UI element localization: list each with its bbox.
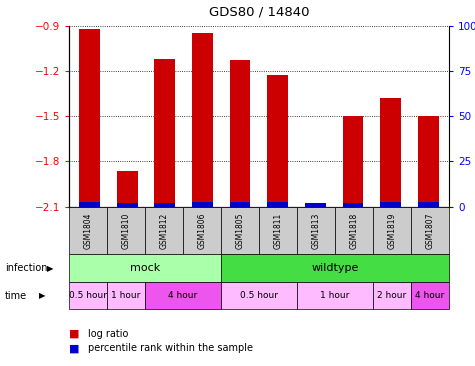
Bar [117,203,138,207]
Bar [380,98,401,207]
Text: GSM1810: GSM1810 [122,212,130,249]
Text: infection: infection [5,263,47,273]
Text: 1 hour: 1 hour [111,291,141,300]
Bar [79,29,100,207]
Bar [230,60,250,207]
Text: GSM1807: GSM1807 [426,212,434,249]
Bar [418,116,438,207]
Text: 4 hour: 4 hour [168,291,198,300]
Bar [192,33,213,207]
Text: 1 hour: 1 hour [320,291,350,300]
Text: ■: ■ [69,329,79,339]
Bar [267,202,288,207]
Bar [154,59,175,207]
Text: GSM1811: GSM1811 [274,212,282,249]
Text: GSM1805: GSM1805 [236,212,244,249]
Text: ▶: ▶ [39,291,46,300]
Text: log ratio: log ratio [88,329,128,339]
Text: GSM1813: GSM1813 [312,212,320,249]
Text: percentile rank within the sample: percentile rank within the sample [88,343,253,353]
Text: time: time [5,291,27,300]
Text: 0.5 hour: 0.5 hour [240,291,278,300]
Bar [192,202,213,207]
Bar [117,171,138,207]
Bar [79,202,100,207]
Text: mock: mock [130,263,160,273]
Text: GSM1819: GSM1819 [388,212,396,249]
Bar [267,75,288,207]
Text: GSM1818: GSM1818 [350,212,358,249]
Bar [380,202,401,207]
Text: ■: ■ [69,343,79,353]
Text: GDS80 / 14840: GDS80 / 14840 [209,5,309,18]
Bar [418,202,438,207]
Text: 4 hour: 4 hour [415,291,445,300]
Text: GSM1804: GSM1804 [84,212,92,249]
Text: wildtype: wildtype [311,263,359,273]
Bar [230,202,250,207]
Bar [305,203,326,207]
Bar [342,203,363,207]
Bar [154,203,175,207]
Text: ▶: ▶ [47,264,53,273]
Text: GSM1806: GSM1806 [198,212,206,249]
Text: 2 hour: 2 hour [377,291,407,300]
Bar [342,116,363,207]
Text: 0.5 hour: 0.5 hour [69,291,107,300]
Bar [305,205,326,207]
Text: GSM1812: GSM1812 [160,212,168,249]
